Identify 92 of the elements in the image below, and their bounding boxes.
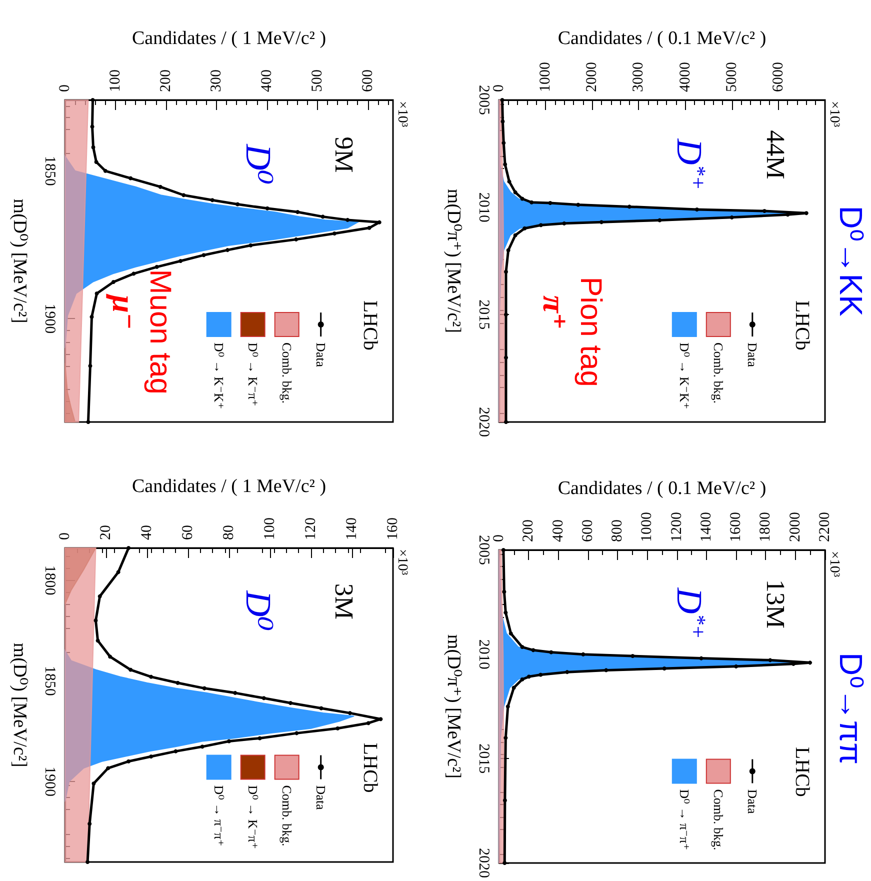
x-tick-label: 120 <box>303 518 319 540</box>
legend-label: D⁰ → K⁻K⁺ <box>211 342 226 410</box>
annotation: D⁰ <box>238 590 279 632</box>
x-axis-title: Candidates / ( 0.1 MeV/c² ) <box>558 28 766 49</box>
y-tick-label: 1850 <box>42 156 58 186</box>
y-axis-title: m(D⁰π⁺) [MeV/c²] <box>443 634 464 779</box>
x-tick-label: 2000 <box>787 512 804 542</box>
y-tick-label: 2010 <box>476 192 492 222</box>
y-tick-label: 2020 <box>476 848 492 878</box>
x-tick-label: 100 <box>107 70 124 92</box>
legend-label: Data <box>744 342 760 368</box>
legend-label: Comb. bkg. <box>279 785 294 846</box>
text: D⁰→KK <box>833 206 869 316</box>
annotation: 3M <box>329 583 358 620</box>
y-axis-title: m(D⁰) [MeV/c²] <box>9 198 30 324</box>
x-tick-label: 160 <box>385 518 401 540</box>
x-tick-label: 0 <box>491 84 507 92</box>
text: ×10³ <box>394 100 410 128</box>
y-tick-label: 2015 <box>476 744 492 774</box>
x-tick-label: 200 <box>158 70 174 92</box>
legend-label: Data <box>313 342 328 368</box>
y-tick-label: 1850 <box>42 666 58 696</box>
y-tick-label: 1900 <box>42 304 58 334</box>
y-axis-title: m(D⁰π⁺) [MeV/c²] <box>443 188 464 334</box>
legend-label: D⁰ → K⁻K⁺ <box>676 342 692 410</box>
x-tick-label: 1200 <box>668 512 685 542</box>
y-tick-label: 1900 <box>42 766 58 796</box>
x-tick-label: 6000 <box>770 62 786 92</box>
legend-label: D⁰ → π⁻π⁺ <box>211 785 226 846</box>
x-tick-label: 500 <box>309 70 326 92</box>
legend-label: Data <box>313 785 328 810</box>
x-axis-title: Candidates / ( 1 MeV/c² ) <box>132 476 326 497</box>
legend-label: Comb. bkg. <box>710 342 726 404</box>
y-axis-title: m(D⁰) [MeV/c²] <box>9 642 30 768</box>
x-tick-label: 100 <box>262 518 278 540</box>
y-tick-label: 2005 <box>476 535 492 565</box>
x-tick-label: 4000 <box>677 62 694 92</box>
text: ×10³ <box>826 100 842 128</box>
annotation: 9M <box>329 136 358 173</box>
y-tick-label: 2005 <box>476 85 492 115</box>
x-tick-label: 1400 <box>698 512 714 542</box>
legend-label: D⁰ → K⁻π⁺ <box>245 785 260 850</box>
x-axis-title: Candidates / ( 0.1 MeV/c² ) <box>558 478 766 499</box>
legend-label: Comb. bkg. <box>710 789 726 850</box>
legend-label: Comb. bkg. <box>279 342 294 404</box>
x-tick-label: 1000 <box>639 512 656 542</box>
x-tick-label: 800 <box>610 520 626 542</box>
x-tick-label: 400 <box>258 70 275 92</box>
x-tick-label: 5000 <box>724 62 740 92</box>
x-tick-label: 20 <box>98 525 114 540</box>
text: D⁰→ππ <box>833 652 869 765</box>
x-tick-label: 400 <box>550 520 566 542</box>
annotation: 13M <box>761 579 790 628</box>
x-tick-label: 2200 <box>817 512 833 542</box>
x-tick-label: 3000 <box>630 62 647 92</box>
x-tick-label: 0 <box>57 84 73 92</box>
annotation: D⁰ <box>238 143 279 185</box>
y-tick-label: 2010 <box>476 639 492 670</box>
legend-label: D⁰ → K⁻π⁺ <box>245 342 260 406</box>
annotation: LHCb <box>790 746 813 797</box>
x-tick-label: 1000 <box>538 62 554 92</box>
x-tick-label: 40 <box>139 525 155 540</box>
x-tick-label: 80 <box>221 525 237 540</box>
annotation: D*+ <box>670 138 710 190</box>
legend-label: Data <box>744 789 760 814</box>
x-tick-label: 600 <box>360 70 376 92</box>
y-tick-label: 2020 <box>476 407 492 437</box>
x-tick-label: 200 <box>520 520 537 542</box>
x-tick-label: 600 <box>580 520 596 542</box>
annotation: π⁺ <box>536 295 572 330</box>
annotation: D*+ <box>670 586 710 640</box>
annotation: LHCb <box>359 742 382 793</box>
x-tick-label: 1800 <box>758 512 774 542</box>
legend-label: D⁰ → π⁻π⁺ <box>676 789 692 850</box>
x-tick-label: 300 <box>208 70 224 92</box>
annotation: 44M <box>761 130 790 180</box>
x-tick-label: 60 <box>180 525 196 540</box>
x-tick-label: 0 <box>57 532 73 540</box>
x-tick-label: 0 <box>491 534 507 542</box>
text: ×10³ <box>826 550 842 578</box>
annotation: Muon tag <box>144 269 177 394</box>
annotation: LHCb <box>359 300 382 350</box>
x-tick-label: 140 <box>344 518 360 540</box>
text: ×10³ <box>394 548 410 576</box>
annotation: LHCb <box>790 300 813 350</box>
annotation: μ⁻ <box>106 293 142 330</box>
annotation: Pion tag <box>574 276 608 387</box>
y-tick-label: 1800 <box>42 565 58 596</box>
x-tick-label: 2000 <box>584 62 600 92</box>
x-axis-title: Candidates / ( 1 MeV/c² ) <box>132 28 326 49</box>
y-tick-label: 2015 <box>476 300 492 330</box>
x-tick-label: 1600 <box>728 512 744 542</box>
